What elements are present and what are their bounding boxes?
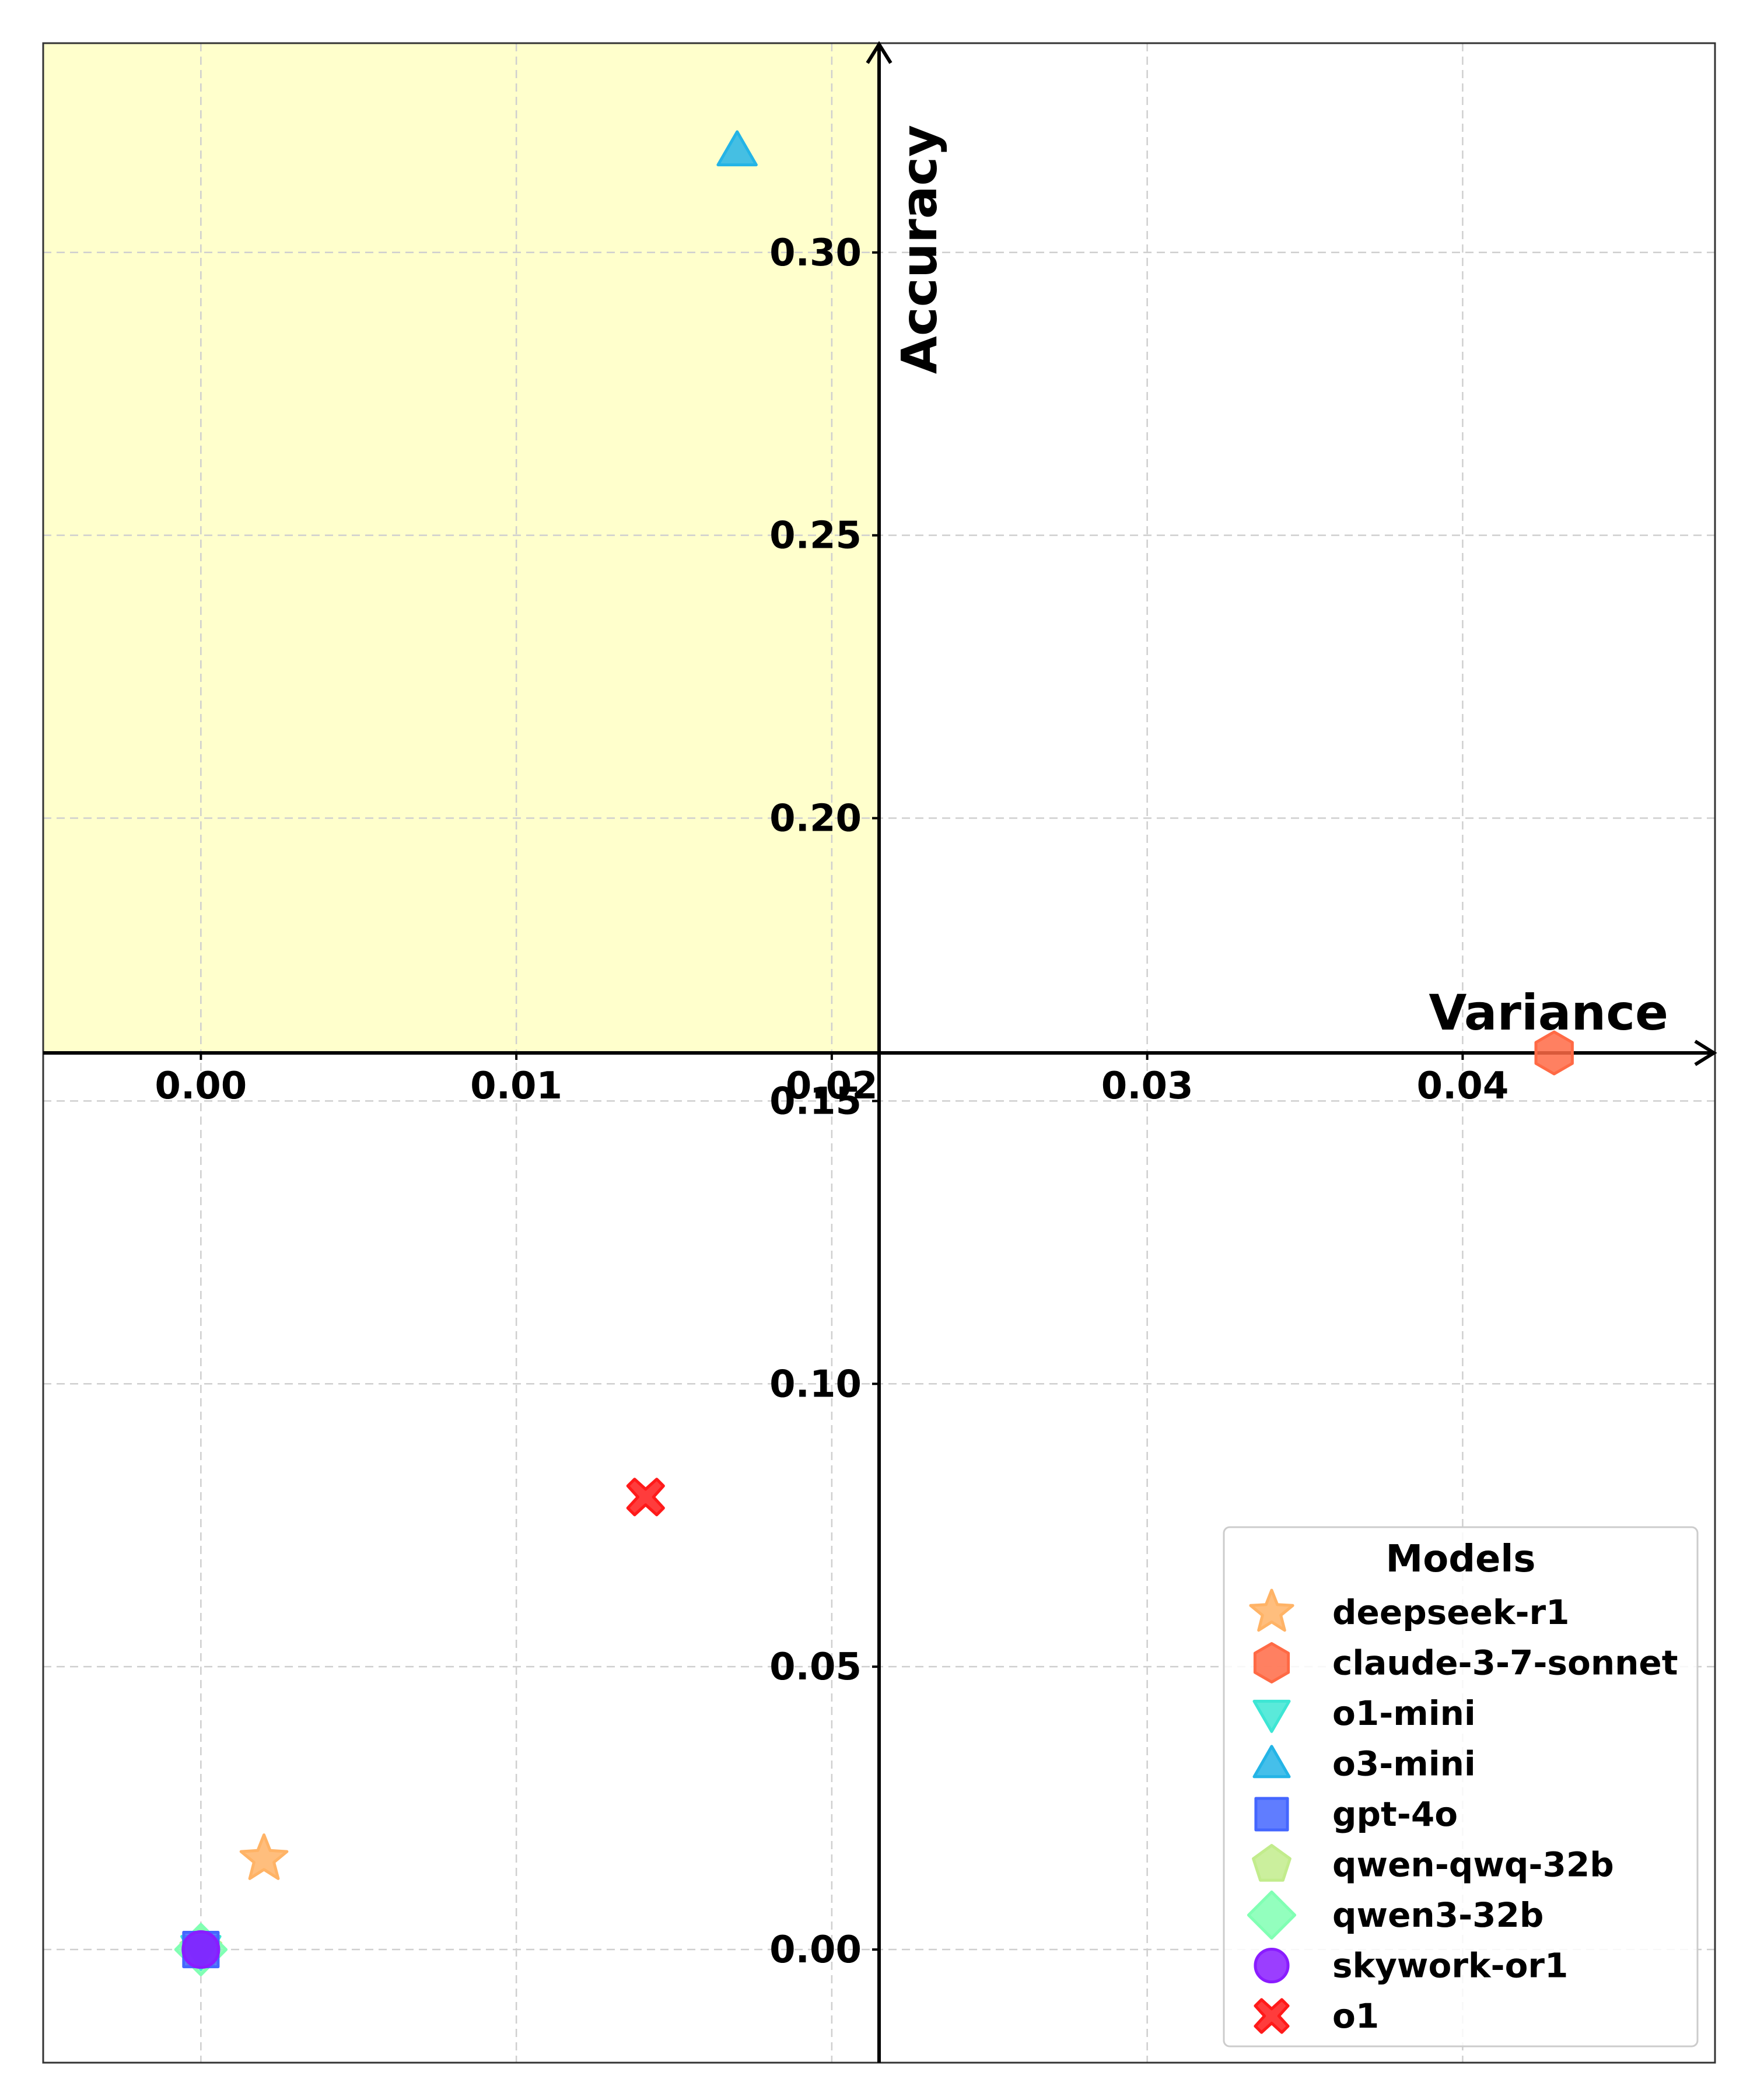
legend-marker-o1-mini (1252, 1699, 1291, 1733)
legend-marker-deepseek-r1 (1249, 1588, 1294, 1632)
data-point-o1 (626, 1478, 665, 1517)
x-axis-title: Variance (1429, 984, 1668, 1041)
y-axis-arrow (866, 41, 892, 64)
data-point-o3-mini (716, 130, 758, 167)
y-tick-label: 0.25 (769, 514, 862, 558)
legend-box (1223, 1526, 1699, 2048)
legend-label: o1-mini (1332, 1693, 1476, 1733)
x-tick-label: 0.02 (786, 1065, 878, 1108)
legend-title: Models (1386, 1538, 1536, 1581)
legend-label: o1 (1332, 1996, 1379, 2036)
y-tick-label: 0.15 (769, 1080, 862, 1123)
x-tick-label: 0.01 (470, 1065, 562, 1108)
data-point-deepseek-r1 (239, 1833, 289, 1880)
x-tick-label: 0.00 (155, 1065, 247, 1108)
legend-marker-claude-3-7-sonnet (1253, 1642, 1290, 1684)
x-tick-label: 0.03 (1101, 1065, 1194, 1108)
legend-marker-qwen3-32b (1247, 1890, 1297, 1940)
y-tick-label: 0.10 (769, 1363, 862, 1406)
legend-label: skywork-or1 (1332, 1946, 1568, 1986)
highlight-region (43, 43, 879, 1053)
y-tick-label: 0.05 (769, 1646, 862, 1689)
y-tick-label: 0.20 (769, 797, 862, 841)
legend-label: qwen-qwq-32b (1332, 1845, 1614, 1885)
legend-marker-gpt-4o (1254, 1797, 1289, 1832)
legend-label: claude-3-7-sonnet (1332, 1643, 1678, 1683)
legend-marker-o3-mini (1252, 1745, 1291, 1779)
y-tick-label: 0.00 (769, 1929, 862, 1972)
legend-label: qwen3-32b (1332, 1895, 1544, 1935)
legend-marker-skywork-or1 (1254, 1947, 1290, 1984)
legend-marker-qwen-qwq-32b (1252, 1844, 1292, 1882)
legend-label: deepseek-r1 (1332, 1592, 1570, 1632)
y-axis-title: Accuracy (891, 125, 948, 374)
legend-label: o3-mini (1332, 1744, 1476, 1784)
y-tick-label: 0.30 (769, 232, 862, 275)
data-point-skywork-or1 (181, 1930, 220, 1969)
x-axis-arrow (1694, 1040, 1717, 1066)
legend-marker-o1 (1254, 1998, 1290, 2034)
legend-label: gpt-4o (1332, 1794, 1458, 1834)
data-point-claude-3-7-sonnet (1534, 1030, 1574, 1076)
x-tick-label: 0.04 (1416, 1065, 1508, 1108)
